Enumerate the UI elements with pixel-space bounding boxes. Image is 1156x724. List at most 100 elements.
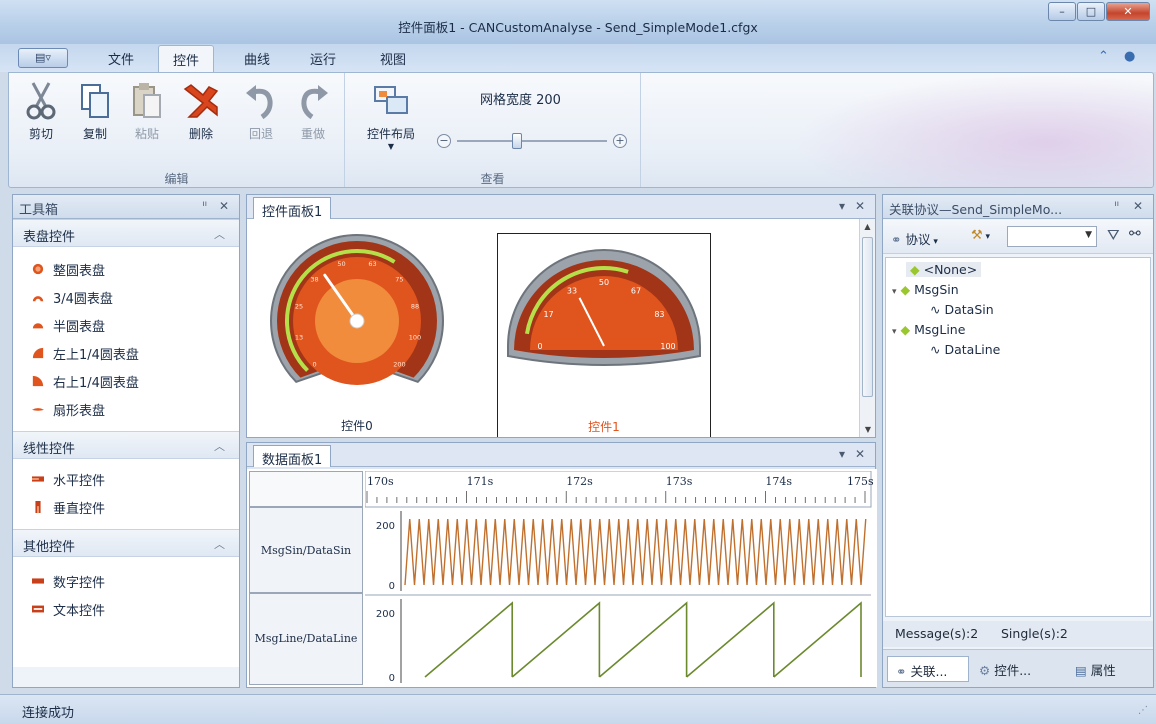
delete-button[interactable]: 删除 (181, 79, 221, 142)
tab-data-panel-1[interactable]: 数据面板1 (253, 445, 332, 468)
pin-icon[interactable]: ᴵᴵ (202, 199, 207, 213)
toolbox-title: 工具箱 (19, 203, 59, 218)
close-icon[interactable]: ✕ (218, 199, 229, 213)
gauge-0-tick-label: 200 (393, 360, 405, 368)
expand-icon[interactable]: ▾ (892, 287, 897, 297)
link-icon: ⚭ (891, 232, 902, 247)
close-icon[interactable]: ✕ (1132, 199, 1143, 213)
time-tick-label: 175s (847, 475, 874, 488)
section-dial-controls[interactable]: 表盘控件 ︿ (13, 219, 239, 247)
control-layout-button[interactable]: 控件布局 ▼ (361, 79, 421, 151)
tools-icon[interactable]: ⚒ ▾ (971, 228, 991, 243)
app-menu-button[interactable]: ▤▿ (18, 48, 68, 68)
y-tick-label: 0 (389, 673, 395, 684)
tool-vertical-control[interactable]: 垂直控件 (13, 493, 239, 521)
tool-digit-control[interactable]: 数字控件 (13, 567, 239, 595)
row-label-msgsin[interactable]: MsgSin/DataSin (249, 507, 363, 593)
waveform-chart[interactable]: 170s 171s 172s 173s 174s 175s 200 0 200 0 (365, 471, 875, 687)
tool-top-left-quarter-dial[interactable]: 左上1/4圆表盘 (13, 339, 239, 367)
gauge-0-tick-label: 75 (395, 276, 403, 284)
edit-group: 剪切 复制 粘贴 删除 回退 (9, 73, 345, 187)
dropdown-icon[interactable]: ▾ (838, 447, 845, 461)
zoom-in-icon[interactable]: + (613, 134, 627, 148)
minimize-button[interactable]: – (1048, 2, 1076, 21)
tool-top-right-quarter-dial[interactable]: 右上1/4圆表盘 (13, 367, 239, 395)
dropdown-icon[interactable]: ▾ (838, 199, 845, 213)
help-icon[interactable]: ● (1124, 49, 1136, 64)
tab-view[interactable]: 视图 (380, 53, 407, 68)
y-tick-label: 200 (376, 521, 395, 532)
control-panel-header: 控件面板1 ▾ ✕ (247, 195, 875, 220)
section-other-controls[interactable]: 其他控件 ︿ (13, 529, 239, 557)
expand-icon[interactable]: ▾ (892, 327, 897, 337)
gauge-0-dial: 0 13 25 38 50 63 75 88 100 200 (270, 234, 444, 385)
maximize-button[interactable]: □ (1077, 2, 1105, 21)
gauge-0-hub (349, 313, 365, 329)
copy-icon (75, 79, 115, 123)
zoom-out-icon[interactable]: − (437, 134, 451, 148)
slider-thumb[interactable] (512, 133, 522, 149)
tab-properties[interactable]: ▤ 属性 (1075, 663, 1116, 678)
grid-width-slider[interactable]: − + (437, 131, 627, 151)
gauge-0[interactable]: 0 13 25 38 50 63 75 88 100 200 控件0 (267, 225, 447, 435)
time-tick-label: 171s (467, 475, 494, 488)
tool-full-circle-dial[interactable]: 整圆表盘 (13, 255, 239, 283)
collapse-icon[interactable]: ︿ (214, 228, 225, 241)
close-button[interactable]: ✕ (1106, 2, 1150, 21)
time-tick-label: 173s (666, 475, 693, 488)
control-panel: 控件面板1 ▾ ✕ 0 13 25 38 50 63 75 88 100 200 控件0 0 17 3… (246, 194, 876, 438)
protocol-menu-button[interactable]: ⚭ 协议 ▾ (891, 232, 938, 247)
tab-run[interactable]: 运行 (310, 53, 337, 68)
gauge-1[interactable]: 0 17 33 50 67 83 100 控件1 (497, 233, 711, 437)
message-icon: ◆ (910, 262, 920, 277)
view-group: 控件布局 ▼ 网格宽度 200 − + 查看 (345, 73, 641, 187)
row-label-msgline[interactable]: MsgLine/DataLine (249, 593, 363, 685)
ribbon-tabs: ▤▿ 文件 控件 曲线 运行 视图 ⌃ ● (0, 44, 1156, 73)
tree-node-none[interactable]: ◆ <None> (906, 262, 982, 277)
scroll-down-icon[interactable]: ▼ (864, 425, 872, 434)
paste-button[interactable]: 粘贴 (127, 79, 167, 142)
tab-controls-list[interactable]: ⚙ 控件... (979, 663, 1032, 678)
window-title: 控件面板1 - CANCustomAnalyse - Send_SimpleMo… (398, 20, 758, 35)
copy-button[interactable]: 复制 (75, 79, 115, 142)
filter-icon[interactable]: ⛛ (1107, 226, 1120, 244)
dropdown-arrow-icon: ▼ (387, 142, 395, 151)
scroll-up-icon[interactable]: ▲ (864, 222, 871, 231)
pin-icon[interactable]: ᴵᴵ (1114, 199, 1119, 213)
tree-node-dataline[interactable]: ∿ DataLine (930, 342, 1001, 357)
tool-half-circle-dial[interactable]: 半圆表盘 (13, 311, 239, 339)
gauge-0-tick-label: 88 (411, 302, 419, 310)
control-panel-scrollbar[interactable]: ▲ ▼ (859, 219, 875, 437)
tab-curves[interactable]: 曲线 (244, 53, 271, 68)
close-icon[interactable]: ✕ (854, 447, 865, 461)
scroll-thumb[interactable] (862, 237, 873, 397)
tool-horizontal-control[interactable]: 水平控件 (13, 465, 239, 493)
clipboard-icon (127, 79, 167, 123)
redo-button[interactable]: 重做 (293, 79, 333, 142)
tab-file[interactable]: 文件 (108, 53, 135, 68)
resize-grip-icon[interactable]: ⋰ (1138, 705, 1148, 716)
section-linear-controls[interactable]: 线性控件 ︿ (13, 431, 239, 459)
tab-controls[interactable]: 控件 (158, 45, 215, 73)
tree-node-msgsin[interactable]: ▾ ◆ MsgSin (892, 282, 959, 297)
collapse-ribbon-icon[interactable]: ⌃ (1098, 49, 1109, 64)
undo-button[interactable]: 回退 (241, 79, 281, 142)
tree-node-datasin[interactable]: ∿ DataSin (930, 302, 994, 317)
toolbox-panel: 工具箱 ᴵᴵ ✕ 表盘控件 ︿ 整圆表盘 3/4圆表盘 半圆表盘 左上1/4圆表… (12, 194, 240, 688)
collapse-icon[interactable]: ︿ (214, 538, 225, 551)
undo-icon (241, 79, 281, 123)
tool-text-control[interactable]: 文本控件 (13, 595, 239, 623)
close-icon[interactable]: ✕ (854, 199, 865, 213)
tool-three-quarter-dial[interactable]: 3/4圆表盘 (13, 283, 239, 311)
cut-button[interactable]: 剪切 (21, 79, 61, 142)
binoculars-icon[interactable]: ⚯ (1129, 226, 1141, 242)
tool-sector-dial[interactable]: 扇形表盘 (13, 395, 239, 423)
collapse-icon[interactable]: ︿ (214, 440, 225, 453)
horizontal-bar-icon (32, 476, 44, 482)
tab-association[interactable]: ⚭ 关联... (887, 656, 969, 682)
tree-node-msgline[interactable]: ▾ ◆ MsgLine (892, 322, 966, 337)
protocol-filter-select[interactable]: ▼ (1007, 226, 1097, 247)
tab-control-panel-1[interactable]: 控件面板1 (253, 197, 332, 220)
chevron-down-icon: ▼ (1085, 230, 1092, 240)
full-circle-dial-icon (32, 263, 44, 275)
